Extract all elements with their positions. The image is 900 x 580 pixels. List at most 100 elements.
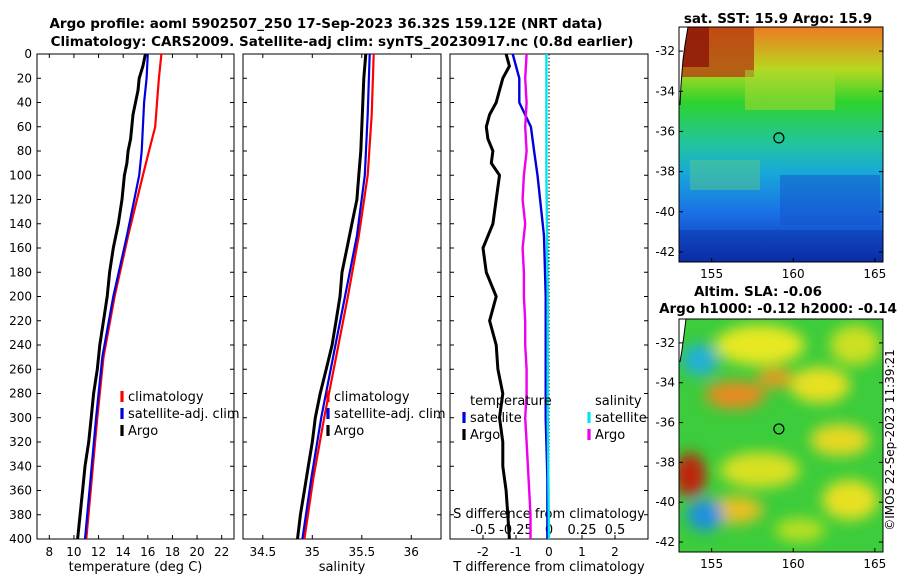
salinity-tick-label: 0.25 bbox=[568, 523, 597, 538]
x-tick-label: 10 bbox=[66, 545, 81, 559]
map-y-tick-label: -34 bbox=[655, 84, 675, 98]
y-tick-label: 100 bbox=[9, 168, 32, 182]
x-axis-label: temperature (deg C) bbox=[69, 560, 203, 575]
map-x-tick-label: 165 bbox=[863, 557, 886, 571]
map-y-tick-label: -32 bbox=[655, 336, 675, 350]
x-tick-label: -1 bbox=[510, 545, 522, 559]
series-line-satellite-s bbox=[545, 54, 551, 540]
panel-frame bbox=[36, 53, 235, 540]
map-y-tick-label: -38 bbox=[655, 455, 675, 469]
y-tick-label: 180 bbox=[9, 265, 32, 279]
x-tick-label: 2 bbox=[611, 545, 619, 559]
x-tick-label: 14 bbox=[116, 545, 131, 559]
sst-map-title: sat. SST: 15.9 Argo: 15.9 bbox=[684, 11, 872, 27]
map-y-tick-label: -42 bbox=[655, 535, 675, 549]
y-tick-label: 360 bbox=[9, 484, 32, 498]
legend-label: satellite-adj. clim bbox=[334, 407, 446, 422]
map-x-tick-label: 160 bbox=[782, 267, 805, 281]
series-line-satellite-adj--clim bbox=[83, 53, 149, 540]
series-line-argo bbox=[76, 53, 147, 540]
y-tick-label: 160 bbox=[9, 241, 32, 255]
map-y-tick-label: -32 bbox=[655, 44, 675, 58]
y-tick-label: 260 bbox=[9, 362, 32, 376]
y-tick-label: 280 bbox=[9, 387, 32, 401]
y-tick-label: 320 bbox=[9, 435, 32, 449]
x-tick-label: 35 bbox=[305, 545, 320, 559]
sla-field bbox=[679, 319, 883, 552]
salinity-panel: 34.5 35 35.5 36 salinity climatology satellite… bbox=[242, 53, 446, 575]
legend-label: Argo bbox=[595, 428, 625, 443]
legend-label: satellite-adj. clim bbox=[128, 407, 240, 422]
panel-frame bbox=[242, 53, 442, 540]
map-y-tick-label: -38 bbox=[655, 165, 675, 179]
legend-label: satellite bbox=[595, 411, 647, 426]
sst-field bbox=[679, 27, 883, 262]
sla-map-title-line2: Argo h1000: -0.12 h2000: -0.14 bbox=[659, 301, 897, 317]
x-tick-label: 34.5 bbox=[249, 545, 276, 559]
y-tick-label: 80 bbox=[17, 144, 32, 158]
y-tick-label: 220 bbox=[9, 314, 32, 328]
series-line-satellite-t bbox=[511, 53, 549, 539]
series-line-climatology bbox=[303, 53, 375, 540]
legend-label: climatology bbox=[334, 390, 410, 405]
map-y-tick-label: -40 bbox=[655, 495, 675, 509]
sst-argo-marker bbox=[773, 132, 785, 144]
salinity-tick-label: 0.5 bbox=[605, 523, 626, 538]
x-axis-label: T difference from climatology bbox=[452, 560, 645, 575]
legend-label: Argo bbox=[128, 424, 158, 439]
x-tick-label: 36 bbox=[404, 545, 419, 559]
legend-label: climatology bbox=[128, 390, 204, 405]
y-tick-label: 240 bbox=[9, 338, 32, 352]
map-y-tick-label: -36 bbox=[655, 124, 675, 138]
imos-credit: ©IMOS 22-Sep-2023 11:39:21 bbox=[883, 349, 897, 531]
x-tick-label: 1 bbox=[578, 545, 586, 559]
series-line-satellite-adj--clim bbox=[301, 53, 371, 540]
x-tick-label: 16 bbox=[140, 545, 155, 559]
legend-title-salinity: salinity bbox=[595, 394, 642, 409]
x-tick-label: 35.5 bbox=[348, 545, 375, 559]
map-x-tick-label: 160 bbox=[782, 557, 805, 571]
legend-label: Argo bbox=[470, 428, 500, 443]
temperature-panel: 0 20 40 60 80 100 120 140 160 180 200 220 240 260 280 3… bbox=[9, 47, 240, 575]
x-tick-label: 22 bbox=[214, 545, 229, 559]
x-tick-label: -2 bbox=[477, 545, 489, 559]
y-tick-label: 140 bbox=[9, 217, 32, 231]
x-tick-label: 18 bbox=[165, 545, 180, 559]
salinity-tick-label: -0.25 bbox=[499, 523, 533, 538]
y-tick-label: 340 bbox=[9, 459, 32, 473]
map-y-tick-label: -36 bbox=[655, 416, 675, 430]
map-x-tick-label: 155 bbox=[700, 267, 723, 281]
x-tick-label: 0 bbox=[545, 545, 553, 559]
map-y-tick-label: -34 bbox=[655, 376, 675, 390]
y-tick-label: 60 bbox=[17, 120, 32, 134]
map-y-tick-label: -42 bbox=[655, 245, 675, 259]
figure-title-line1: Argo profile: aoml 5902507_250 17-Sep-20… bbox=[49, 16, 602, 32]
map-x-tick-label: 155 bbox=[700, 557, 723, 571]
y-tick-label: 300 bbox=[9, 411, 32, 425]
x-tick-label: 20 bbox=[189, 545, 204, 559]
x-axis-label: salinity bbox=[319, 560, 366, 575]
sla-argo-marker bbox=[773, 423, 785, 435]
legend-label: Argo bbox=[334, 424, 364, 439]
salinity-tick-label: -0.5 bbox=[470, 523, 495, 538]
x-tick-label: 8 bbox=[45, 545, 53, 559]
legend-label: satellite bbox=[470, 411, 522, 426]
x-tick-label: 12 bbox=[91, 545, 106, 559]
map-y-tick-label: -40 bbox=[655, 205, 675, 219]
series-line-argo-t bbox=[481, 53, 512, 540]
series-line-argo-s bbox=[521, 53, 532, 539]
y-tick-label: 20 bbox=[17, 71, 32, 85]
series-line-argo bbox=[296, 53, 368, 540]
legend-title-temperature: temperature bbox=[470, 394, 552, 409]
y-tick-label: 380 bbox=[9, 508, 32, 522]
sla-map-title-line1: Altim. SLA: -0.06 bbox=[694, 284, 822, 300]
y-tick-label: 120 bbox=[9, 193, 32, 207]
sla-map-panel: Altim. SLA: -0.06 Argo h1000: -0.12 h200… bbox=[655, 284, 897, 571]
map-x-tick-label: 165 bbox=[863, 267, 886, 281]
figure-title-line2: Climatology: CARS2009. Satellite-adj cli… bbox=[51, 34, 634, 50]
y-tick-label: 400 bbox=[9, 532, 32, 546]
series-line-climatology bbox=[85, 53, 163, 540]
y-tick-label: 40 bbox=[17, 96, 32, 110]
